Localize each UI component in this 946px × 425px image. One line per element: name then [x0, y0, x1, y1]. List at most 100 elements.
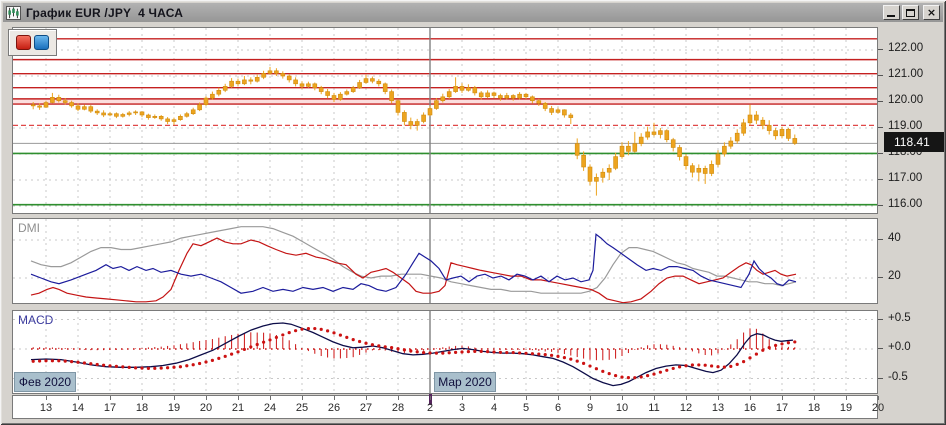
candlestick-chart — [13, 28, 877, 213]
date-axis-tick — [462, 396, 463, 400]
date-axis-label: 28 — [391, 402, 405, 414]
price-chart-panel[interactable] — [12, 27, 878, 214]
date-axis-tick — [334, 396, 335, 400]
date-axis-label: 5 — [522, 402, 530, 414]
date-axis-label: 18 — [135, 402, 149, 414]
month-label-feb: Фев 2020 — [14, 372, 76, 392]
maximize-button[interactable] — [902, 5, 919, 20]
candlestick-chart-icon — [6, 5, 21, 20]
date-axis-label: 27 — [359, 402, 373, 414]
price-scale-tick — [878, 179, 883, 180]
date-axis-label: 9 — [586, 402, 594, 414]
date-axis-tick — [558, 396, 559, 400]
value-scale-gutter: 118.41 122.00121.00120.00119.00118.00117… — [878, 25, 946, 420]
window-title: График EUR /JPY 4 ЧАСА — [26, 5, 184, 20]
window-controls: × — [883, 5, 940, 20]
date-axis-label: 16 — [743, 402, 757, 414]
price-scale-label: 121.00 — [888, 68, 924, 80]
price-scale-label: 119.00 — [888, 120, 923, 132]
dmi-scale-tick — [878, 277, 883, 278]
date-axis-tick — [846, 396, 847, 400]
price-scale-tick — [878, 205, 883, 206]
blue-marker-button[interactable] — [34, 35, 49, 50]
date-axis-tick — [430, 396, 431, 400]
close-button[interactable]: × — [923, 5, 940, 20]
macd-indicator-panel[interactable]: MACD Фев 2020 Мар 2020 — [12, 310, 878, 394]
dmi-label: DMI — [18, 221, 40, 235]
minimize-icon — [887, 15, 895, 17]
date-axis-label: 2 — [426, 402, 434, 414]
date-axis-tick — [622, 396, 623, 400]
date-axis-tick — [590, 396, 591, 400]
dmi-chart — [13, 219, 877, 303]
date-axis-label: 19 — [839, 402, 853, 414]
date-axis-tick — [142, 396, 143, 400]
date-axis-label: 25 — [295, 402, 309, 414]
price-scale-tick — [878, 101, 883, 102]
macd-scale-label: -0.5 — [888, 370, 908, 383]
macd-scale-tick — [878, 318, 883, 320]
date-axis-label: 24 — [263, 402, 277, 414]
macd-scale-tick — [878, 377, 883, 379]
macd-scale-label: +0.0 — [888, 341, 911, 353]
date-axis-label: 14 — [71, 402, 85, 414]
price-scale-label: 116.00 — [888, 198, 923, 210]
dmi-indicator-panel[interactable]: DMI — [12, 218, 878, 304]
date-axis-tick — [878, 396, 879, 400]
price-scale-label: 120.00 — [888, 94, 924, 106]
red-marker-button[interactable] — [16, 35, 31, 50]
chart-mini-toolbar — [8, 29, 57, 56]
month-label-mar: Мар 2020 — [434, 372, 496, 392]
dmi-scale-label: 40 — [888, 232, 901, 244]
date-axis-label: 18 — [807, 402, 821, 414]
date-axis: 13 14 17 18 19 20 21 24 25 26 27 28 2 3 4 5 6 9 10 11 12 13 16… — [12, 394, 884, 419]
date-axis-label: 17 — [775, 402, 789, 414]
date-axis-tick — [494, 396, 495, 400]
date-axis-tick — [302, 396, 303, 400]
date-axis-tick — [46, 396, 47, 400]
date-axis-label: 20 — [871, 402, 885, 414]
date-axis-tick — [750, 396, 751, 400]
macd-scale-tick — [878, 348, 883, 349]
date-axis-tick — [110, 396, 111, 400]
date-axis-label: 3 — [458, 402, 466, 414]
date-axis-tick — [206, 396, 207, 400]
minimize-button[interactable] — [883, 5, 900, 20]
dmi-scale-tick — [878, 239, 883, 240]
title-bar[interactable]: График EUR /JPY 4 ЧАСА × — [3, 3, 943, 22]
date-axis-tick — [366, 396, 367, 400]
price-scale-tick — [878, 127, 883, 128]
date-axis-tick — [654, 396, 655, 400]
price-scale-label: 122.00 — [888, 42, 924, 54]
close-icon: × — [926, 6, 937, 19]
date-axis-label: 13 — [39, 402, 53, 414]
date-axis-tick — [238, 396, 239, 400]
date-axis-label: 11 — [648, 402, 660, 414]
date-axis-tick — [782, 396, 783, 400]
dmi-scale-label: 20 — [888, 270, 901, 282]
date-axis-label: 21 — [231, 402, 245, 414]
date-axis-label: 10 — [615, 402, 629, 414]
date-axis-tick — [686, 396, 687, 400]
date-axis-label: 4 — [490, 402, 498, 414]
date-axis-label: 17 — [103, 402, 117, 414]
macd-label: MACD — [18, 313, 54, 327]
date-axis-tick — [270, 396, 271, 400]
price-scale-label: 117.00 — [888, 172, 923, 184]
date-axis-tick — [78, 396, 79, 400]
date-axis-label: 19 — [167, 402, 181, 414]
date-axis-tick — [718, 396, 719, 400]
current-price-tag: 118.41 — [884, 132, 944, 153]
date-axis-tick — [526, 396, 527, 400]
price-scale-tick — [878, 153, 883, 154]
date-axis-tick — [814, 396, 815, 400]
maximize-icon — [906, 8, 915, 17]
date-axis-tick — [398, 396, 399, 400]
date-axis-tick — [174, 396, 175, 400]
date-axis-label: 26 — [327, 402, 341, 414]
macd-chart — [13, 311, 877, 393]
macd-scale-label: +0.5 — [888, 311, 911, 324]
date-axis-label: 20 — [199, 402, 213, 414]
date-axis-label: 6 — [554, 402, 562, 414]
